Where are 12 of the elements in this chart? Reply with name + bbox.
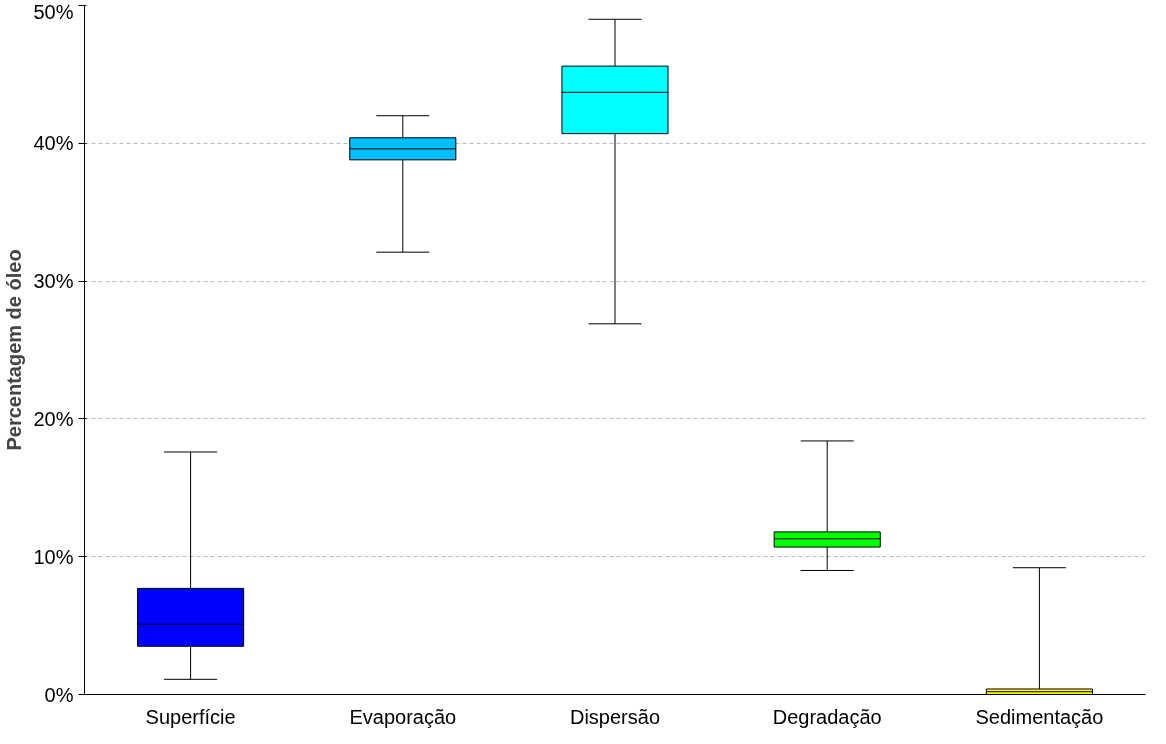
x-tick-label: Superfície bbox=[145, 705, 236, 728]
y-tick-label: 0% bbox=[44, 683, 74, 706]
x-tick-label: Dispersão bbox=[569, 705, 661, 728]
y-tick-label: 10% bbox=[33, 545, 74, 568]
y-tick-label: 30% bbox=[33, 270, 74, 293]
x-tick-label: Evaporação bbox=[349, 705, 457, 728]
y-tick-label: 50% bbox=[33, 0, 74, 23]
x-tick-label: Degradação bbox=[772, 705, 882, 728]
y-tick-label: 40% bbox=[33, 132, 74, 155]
y-tick-label: 20% bbox=[33, 407, 74, 430]
y-axis-title: Percentagem de óleo bbox=[3, 249, 26, 451]
x-tick-label: Sedimentação bbox=[975, 705, 1104, 728]
